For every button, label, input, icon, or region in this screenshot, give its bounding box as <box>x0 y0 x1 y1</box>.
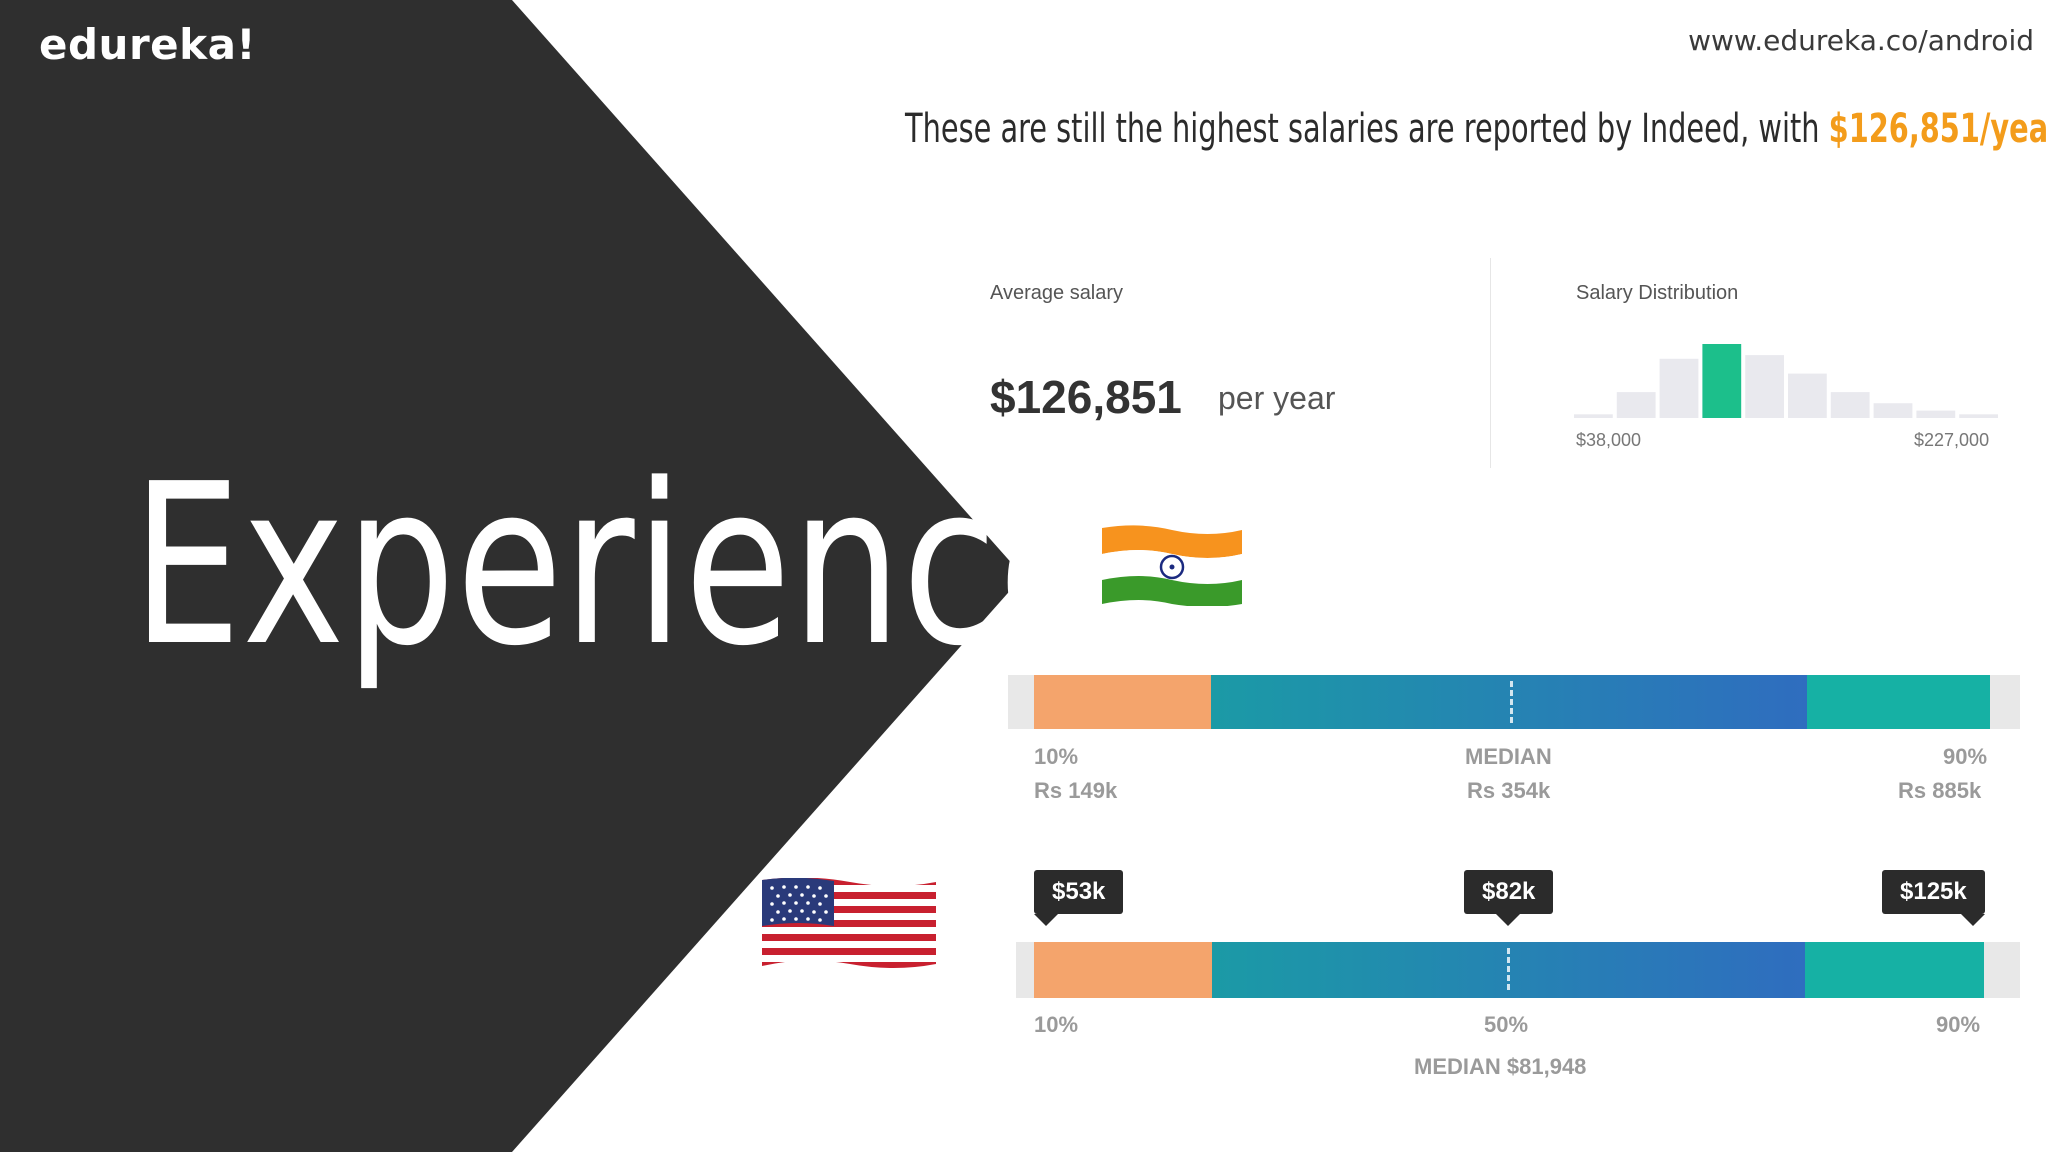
histogram-bar <box>1616 392 1656 418</box>
distribution-max: $227,000 <box>1914 430 1990 450</box>
salary-distribution-label: Salary Distribution <box>1576 282 1739 304</box>
usa-bubble-high-tip <box>1960 914 1985 926</box>
headline-highlight: $126,851/year <box>1828 106 2048 152</box>
usa-p10-label: 10% <box>1034 1012 1079 1037</box>
average-salary-label: Average salary <box>990 282 1124 304</box>
usa-bubble-low-tip <box>1034 914 1058 926</box>
india-bar-mid <box>1211 675 1807 729</box>
india-median-marker <box>1510 681 1513 723</box>
distribution-min: $38,000 <box>1576 430 1642 450</box>
usa-bubble-mid-text: $82k <box>1482 878 1536 905</box>
histogram-bar <box>1873 403 1913 418</box>
usa-bubble-mid-tip <box>1496 914 1520 926</box>
usa-flag-icon <box>762 878 936 968</box>
usa-median-marker <box>1507 948 1510 990</box>
histogram-bar <box>1659 358 1699 418</box>
average-salary-unit: per year <box>1218 380 1336 416</box>
histogram-bar <box>1788 373 1827 418</box>
card-divider <box>1490 258 1491 468</box>
slide-title: Experience <box>132 437 1106 695</box>
histogram-bar <box>1830 392 1870 418</box>
india-salary-bar <box>1034 675 1990 729</box>
india-p10-value: Rs 149k <box>1034 778 1118 803</box>
salary-histogram <box>1574 344 1998 418</box>
usa-p50-label: 50% <box>1484 1012 1529 1037</box>
site-url: www.edureka.co/android <box>1688 24 2034 57</box>
headline: These are still the highest salaries are… <box>905 106 2048 152</box>
usa-median-text: MEDIAN $81,948 <box>1414 1054 1587 1079</box>
histogram-bar <box>1574 414 1613 418</box>
histogram-bar <box>1745 355 1784 418</box>
usa-bar-low <box>1034 942 1212 998</box>
india-median-label: MEDIAN <box>1465 744 1552 769</box>
histogram-bar <box>1702 344 1742 418</box>
average-salary-amount: $126,851 <box>990 371 1182 423</box>
india-p90-value: Rs 885k <box>1898 778 1982 803</box>
usa-bar-high <box>1805 942 1984 998</box>
histogram-bar <box>1959 414 1998 418</box>
headline-text: These are still the highest salaries are… <box>905 106 1829 152</box>
india-bar-low <box>1034 675 1211 729</box>
india-bar-high <box>1807 675 1990 729</box>
india-median-value: Rs 354k <box>1467 778 1551 803</box>
brand-logo: edureka! <box>39 20 257 69</box>
india-p90-label: 90% <box>1943 744 1988 769</box>
india-p10-label: 10% <box>1034 744 1079 769</box>
usa-bubble-low-text: $53k <box>1052 878 1106 905</box>
usa-bubble-mid: $82k <box>1464 870 1554 926</box>
usa-bubble-high: $125k <box>1882 870 1985 926</box>
usa-p90-label: 90% <box>1936 1012 1981 1037</box>
usa-bubble-low: $53k <box>1034 870 1124 926</box>
histogram-bar <box>1916 410 1956 418</box>
usa-bubble-high-text: $125k <box>1900 878 1967 905</box>
india-flag-icon <box>1102 525 1242 606</box>
